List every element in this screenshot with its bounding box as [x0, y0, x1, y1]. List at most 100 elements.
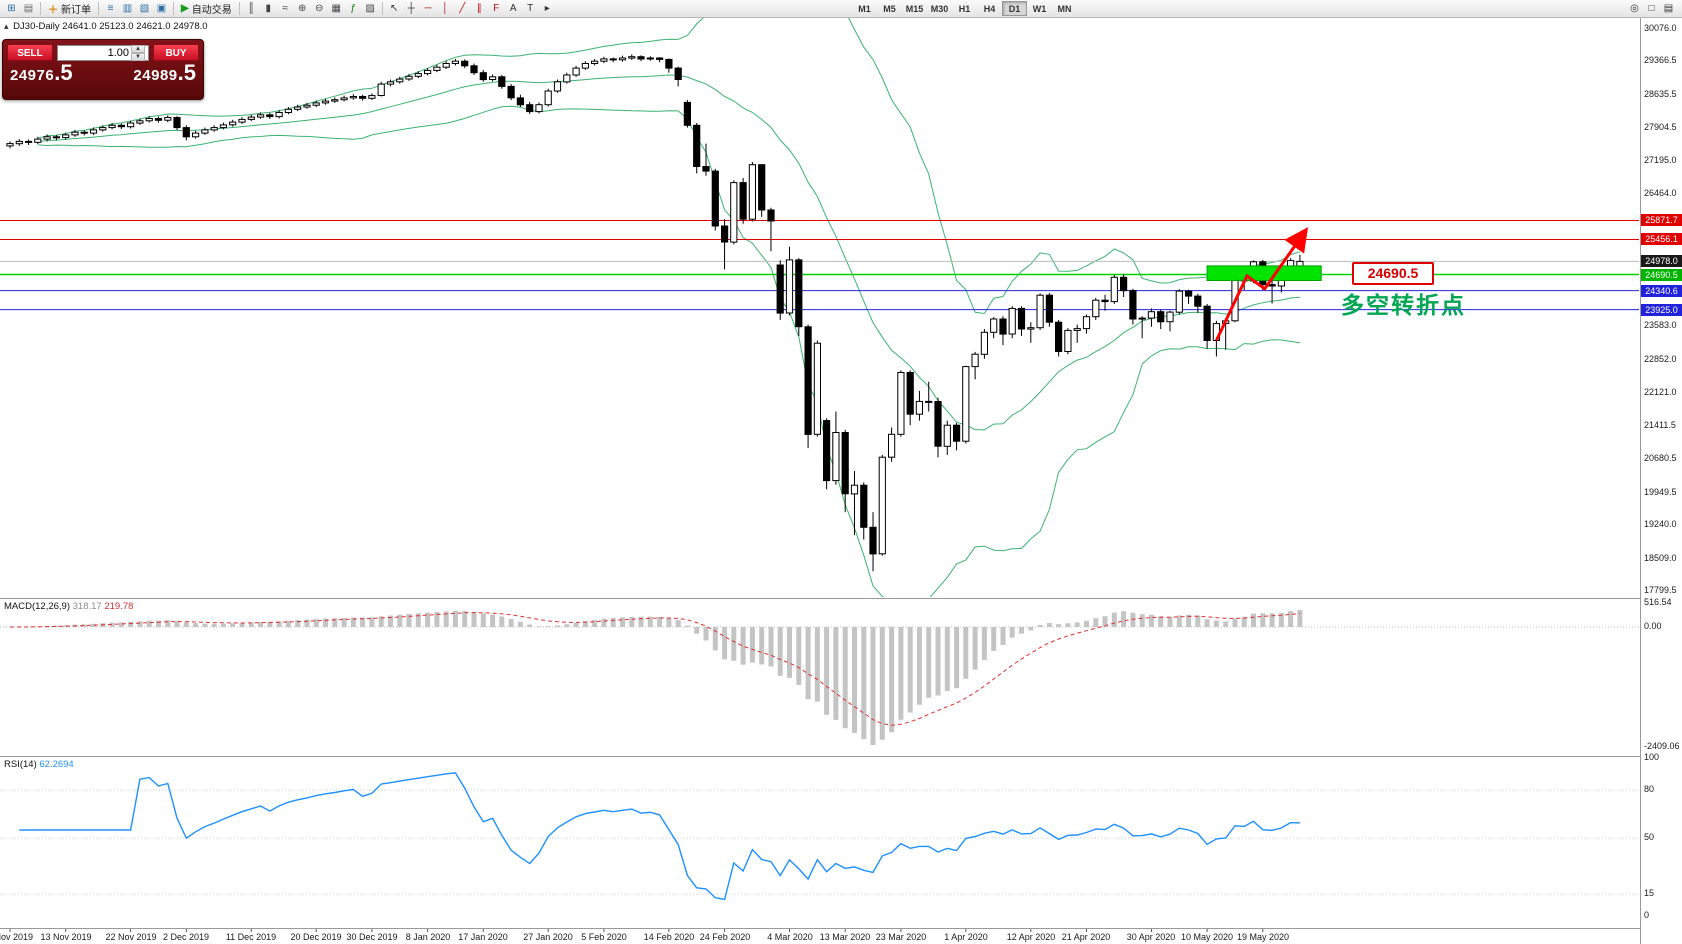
pane-separator-macd[interactable] [0, 598, 1682, 599]
macd-indicator-label: MACD(12,26,9) 318.17 219.78 [4, 601, 133, 612]
rsi-indicator-label: RSI(14) 62.2694 [4, 759, 74, 770]
fibonacci-icon[interactable]: F [493, 3, 500, 14]
new-chart-icon[interactable]: ⊞ [7, 3, 16, 14]
buy-button[interactable]: BUY [153, 44, 199, 61]
timeframe-d1[interactable]: D1 [1002, 1, 1027, 16]
price-axis-label: 28635.5 [1644, 89, 1677, 99]
volume-increase-button[interactable]: ▲ [131, 44, 145, 53]
date-axis-label: 10 May 2020 [1180, 932, 1234, 942]
vline-icon[interactable]: │ [442, 3, 449, 14]
date-axis-label: 5 Feb 2020 [581, 932, 627, 942]
market-watch-icon[interactable]: ≡ [107, 3, 114, 14]
channel-icon[interactable]: ∥ [476, 3, 482, 14]
zoom-in-icon[interactable]: ⊕ [298, 3, 307, 14]
price-level-badge: 24340.6 [1641, 285, 1682, 297]
new-window-icon[interactable]: □ [1648, 3, 1655, 14]
price-axis-label: 19240.0 [1644, 519, 1677, 529]
date-axis-label: 19 May 2020 [1236, 932, 1290, 942]
pane-separator-rsi[interactable] [0, 756, 1682, 757]
volume-decrease-button[interactable]: ▼ [131, 52, 145, 61]
macd-axis-label: 516.54 [1644, 597, 1672, 607]
date-axis-label: 30 Apr 2020 [1126, 932, 1176, 942]
crosshair-icon[interactable]: ┼ [407, 3, 415, 14]
date-axis-label: 12 Apr 2020 [1006, 932, 1056, 942]
panel-collapse-icon[interactable]: ▴ [4, 21, 9, 31]
trendline-icon[interactable]: ╱ [459, 3, 466, 14]
date-axis-label: 22 Nov 2019 [105, 932, 157, 942]
volume-input[interactable] [59, 46, 131, 59]
macd-axis-label: -2409.06 [1644, 741, 1680, 751]
date-axis-label: 14 Feb 2020 [643, 932, 695, 942]
tile-windows-icon[interactable]: ▦ [331, 3, 341, 14]
one-click-trade-panel: SELL ▲ ▼ BUY 24976.5 24989.5 [2, 39, 204, 100]
window-list-icon[interactable]: ▤ [1663, 3, 1674, 14]
zoom-out-icon[interactable]: ⊖ [315, 3, 324, 14]
date-axis-label: 11 Dec 2019 [225, 932, 277, 942]
terminal-icon[interactable]: ▣ [156, 3, 167, 14]
date-axis-label: 17 Jan 2020 [458, 932, 508, 942]
price-axis-label: 27195.0 [1644, 155, 1677, 165]
autotrading-button[interactable]: ▶ 自动交易 [177, 1, 236, 16]
sell-price-main: 24976 [10, 67, 55, 84]
cursor-icon[interactable]: ↖ [390, 3, 399, 14]
chart-ohlc-title: DJ30-Daily 24641.0 25123.0 24621.0 24978… [13, 21, 208, 32]
date-axis-separator [0, 928, 1682, 929]
price-level-badge: 23925.0 [1641, 304, 1682, 316]
navigator-icon[interactable]: ▧ [139, 3, 150, 14]
date-axis-label: 27 Jan 2020 [523, 932, 573, 942]
timeframe-m1[interactable]: M1 [858, 4, 871, 14]
chart-profiles-icon[interactable]: ▤ [23, 3, 34, 14]
sell-button[interactable]: SELL [7, 44, 53, 61]
macd-value: 318.17 [72, 601, 102, 612]
timeframe-h1[interactable]: H1 [958, 4, 971, 14]
price-axis-label: 20680.5 [1644, 453, 1677, 463]
timeframe-m15[interactable]: M15 [905, 4, 924, 14]
price-axis-label: 27904.5 [1644, 122, 1677, 132]
price-axis-label: 29366.5 [1644, 55, 1677, 65]
text-icon[interactable]: A [509, 3, 517, 14]
date-axis-label: 13 Mar 2020 [819, 932, 871, 942]
price-level-badge: 25456.1 [1641, 233, 1682, 245]
candlestick-type-icon[interactable]: ▮ [265, 3, 271, 14]
timeframe-h4[interactable]: H4 [983, 4, 996, 14]
turning-point-annotation: 多空转折点 [1341, 292, 1466, 318]
timeframe-m5[interactable]: M5 [883, 4, 896, 14]
toolbar-right: ◎ □ ▤ [1626, 1, 1677, 16]
timeframe-w1[interactable]: W1 [1032, 4, 1047, 14]
timeframe-m30[interactable]: M30 [930, 4, 949, 14]
bar-chart-type-icon[interactable]: ║ [247, 3, 255, 14]
price-axis-label: 21411.5 [1644, 420, 1676, 430]
volume-box: ▲ ▼ [57, 44, 149, 61]
date-axis-label: 1 Apr 2020 [944, 932, 988, 942]
new-order-button[interactable]: ＋ 新订单 [44, 1, 95, 16]
price-axis-label: 17799.5 [1644, 585, 1677, 595]
price-level-badge: 25871.7 [1641, 214, 1682, 226]
date-axis-label: 8 Jan 2020 [405, 932, 451, 942]
indicators-icon[interactable]: ƒ [350, 3, 356, 14]
new-order-icon: ＋ [48, 5, 58, 16]
rsi-axis-label: 50 [1644, 832, 1655, 842]
templates-icon[interactable]: ▨ [365, 3, 375, 14]
rsi-name: RSI(14) [4, 759, 37, 770]
arrows-icon[interactable]: ▸ [544, 3, 550, 14]
timeframe-mn[interactable]: MN [1057, 4, 1072, 14]
date-axis-label: 30 Dec 2019 [346, 932, 398, 942]
search-icon[interactable]: ◎ [1630, 3, 1639, 14]
toolbar-divider [40, 2, 41, 15]
toolbar-divider [381, 2, 383, 15]
label-icon[interactable]: T [527, 3, 534, 14]
line-chart-type-icon[interactable]: ≈ [282, 3, 288, 14]
autotrading-label: 自动交易 [191, 5, 232, 16]
date-axis-label: 2 Dec 2019 [162, 932, 210, 942]
price-axis-label: 23583.0 [1644, 320, 1677, 330]
date-axis-label: 13 Nov 2019 [40, 932, 92, 942]
hline-icon[interactable]: ─ [424, 3, 432, 14]
toolbar-divider [98, 2, 99, 15]
price-axis[interactable]: 30076.0 29366.5 28635.5 27904.5 27195.0 26464… [1640, 0, 1682, 944]
autotrading-play-icon: ▶ [181, 3, 189, 14]
data-window-icon[interactable]: ▥ [122, 3, 133, 14]
price-axis-label: 19949.5 [1644, 487, 1677, 497]
rsi-axis-label: 0 [1644, 910, 1650, 920]
